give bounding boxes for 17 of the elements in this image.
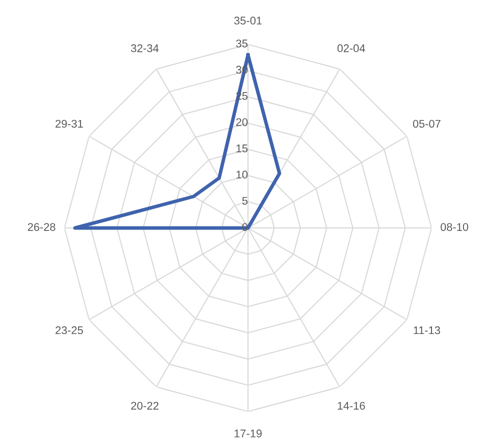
spoke-label: 32-34 [131,44,159,52]
spoke-label: 17-19 [234,430,262,438]
y-tick-label: 5 [242,196,248,205]
spoke-label: 29-31 [56,120,83,128]
y-tick-label: 15 [236,144,248,152]
spoke-label: 11-13 [414,326,440,334]
spoke-label: 14-16 [338,402,365,410]
spoke-label: 23-25 [56,326,83,334]
spoke-label: 08-10 [440,223,468,231]
spoke-label: 20-22 [131,402,158,410]
y-tick-label: 20 [236,118,248,126]
spoke-label: 05-07 [413,120,440,128]
spoke-label: 26-28 [28,223,56,231]
y-tick-label: 35 [236,40,248,48]
spoke-label: 35-01 [234,16,262,25]
y-tick-label: 10 [236,170,248,179]
spoke-label: 02-04 [337,44,366,52]
